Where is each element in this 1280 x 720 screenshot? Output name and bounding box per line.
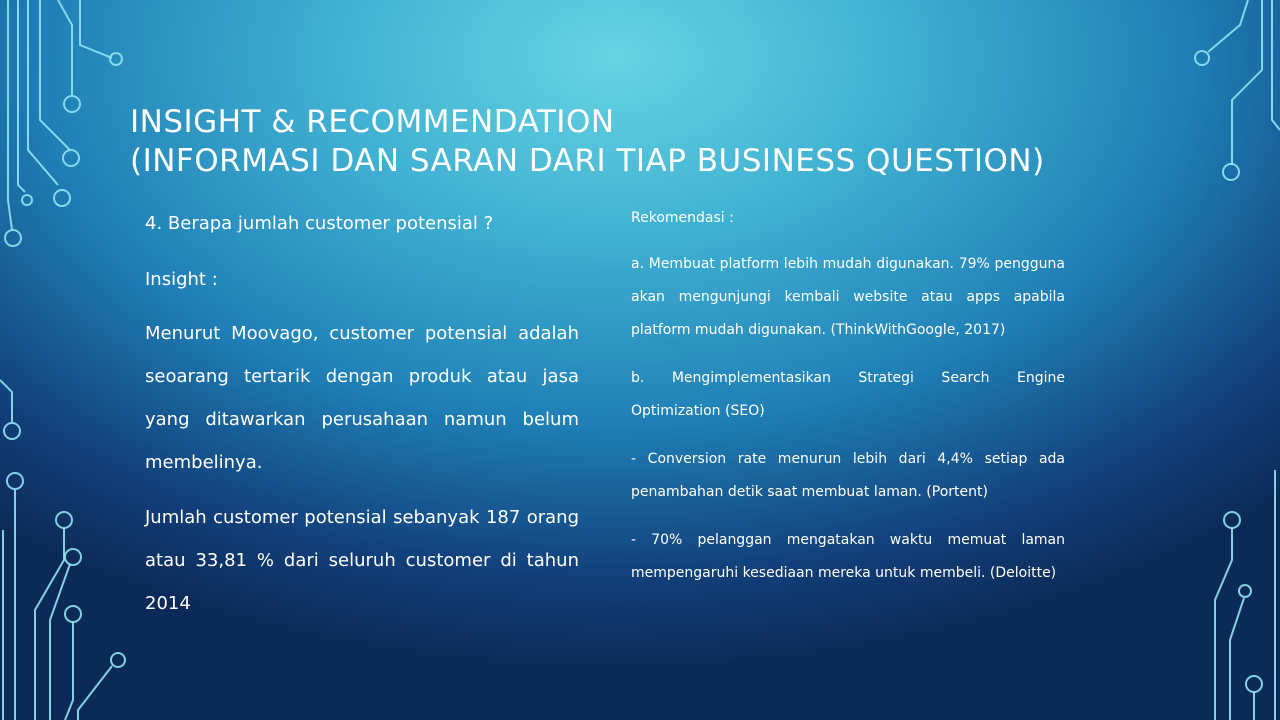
slide-title: INSIGHT & RECOMMENDATION (INFORMASI DAN … <box>130 103 1130 181</box>
title-line-2: (INFORMASI DAN SARAN DARI TIAP BUSINESS … <box>130 143 1045 179</box>
circuit-bottom-right <box>1214 470 1276 720</box>
insight-column: 4. Berapa jumlah customer potensial ? In… <box>145 206 579 625</box>
recommendation-item-b: b. Mengimplementasikan Strategi Search E… <box>631 370 1065 419</box>
recommendation-bullet-1: - Conversion rate menurun lebih dari 4,4… <box>631 451 1065 500</box>
insight-label: Insight : <box>145 269 218 290</box>
circuit-top-left <box>4 0 123 247</box>
business-question: 4. Berapa jumlah customer potensial ? <box>145 213 494 234</box>
circuit-top-right <box>1194 0 1280 181</box>
recommendation-column: Rekomendasi : a. Membuat platform lebih … <box>631 200 1065 590</box>
insight-paragraph-2: Jumlah customer potensial sebanyak 187 o… <box>145 507 579 614</box>
recommendation-heading: Rekomendasi : <box>631 210 734 226</box>
title-line-1: INSIGHT & RECOMMENDATION <box>130 104 615 140</box>
insight-paragraph-1: Menurut Moovago, customer potensial adal… <box>145 323 579 473</box>
recommendation-bullet-2: - 70% pelanggan mengatakan waktu memuat … <box>631 532 1065 581</box>
recommendation-item-a: a. Membuat platform lebih mudah digunaka… <box>631 256 1065 338</box>
circuit-bottom-left <box>0 379 126 720</box>
